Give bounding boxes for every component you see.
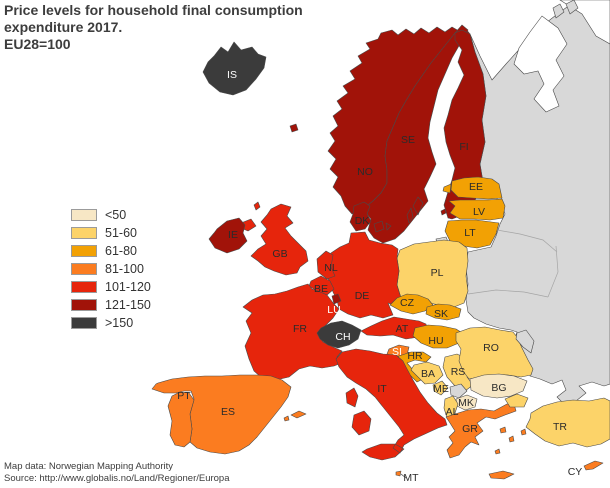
legend-label: >150: [105, 316, 134, 330]
country-label-pt: PT: [177, 390, 191, 402]
legend-swatch: [71, 209, 97, 221]
country-label-ch: CH: [335, 331, 350, 343]
country-ch: [316, 320, 362, 349]
country-ba: [410, 361, 444, 385]
title-line-3: EU28=100: [4, 36, 71, 52]
country-label-fr: FR: [293, 323, 307, 335]
map-attribution: Map data: Norwegian Mapping Authority So…: [4, 461, 230, 485]
legend-label: 81-100: [105, 262, 144, 276]
country-lt: [444, 219, 500, 249]
country-label-cz: CZ: [400, 297, 415, 309]
country-it: [335, 348, 448, 461]
legend-label: 101-120: [105, 280, 151, 294]
nodata-internal-borders: [467, 229, 559, 298]
legend-label: 51-60: [105, 226, 137, 240]
arctic-islands: [552, 0, 579, 19]
country-tr: [504, 393, 610, 448]
attribution-line-1: Map data: Norwegian Mapping Authority: [4, 461, 173, 472]
legend-label: 61-80: [105, 244, 137, 258]
country-mt: [395, 470, 402, 477]
arctic-sea-channel: [559, 0, 610, 45]
country-lv: [448, 198, 506, 221]
malta-leader-line: [400, 473, 407, 479]
country-label-is: IS: [227, 69, 237, 81]
legend-row: >150: [71, 314, 151, 332]
legend-swatch: [71, 299, 97, 311]
country-cy: [583, 460, 604, 471]
country-label-dk: DK: [355, 215, 370, 227]
legend-swatch: [71, 227, 97, 239]
country-dk: [289, 123, 392, 233]
country-kosovo: [449, 383, 468, 399]
country-label-bg: BG: [491, 382, 506, 394]
page-title: Price levels for household final consump…: [4, 2, 364, 53]
country-bg: [469, 373, 528, 399]
legend-swatch: [71, 263, 97, 275]
country-label-sk: SK: [434, 308, 448, 320]
country-label-ba: BA: [421, 368, 435, 380]
country-nl: [316, 250, 336, 280]
legend-row: 121-150: [71, 296, 151, 314]
country-label-it: IT: [377, 383, 387, 395]
legend: <50 51-60 61-80 81-100 101-120 121-150 >…: [71, 206, 151, 332]
country-label-pl: PL: [431, 267, 444, 279]
country-label-se: SE: [401, 134, 415, 146]
country-label-nl: NL: [324, 262, 338, 274]
country-label-ie: IE: [228, 229, 238, 241]
country-is: [202, 41, 267, 96]
legend-row: <50: [71, 206, 151, 224]
legend-swatch: [71, 317, 97, 329]
country-ro: [455, 326, 534, 380]
country-label-si: SI: [392, 346, 402, 358]
title-line-1: Price levels for household final consump…: [4, 2, 303, 18]
country-label-me: ME: [433, 383, 449, 395]
legend-row: 51-60: [71, 224, 151, 242]
country-label-mk: MK: [458, 397, 474, 409]
country-se: [362, 24, 469, 244]
country-label-gb: GB: [272, 248, 287, 260]
country-label-hr: HR: [407, 350, 423, 362]
legend-row: 81-100: [71, 260, 151, 278]
country-label-es: ES: [221, 406, 235, 418]
country-label-de: DE: [355, 290, 370, 302]
country-label-al: AL: [446, 406, 459, 418]
legend-row: 61-80: [71, 242, 151, 260]
white-sea: [513, 15, 568, 113]
country-label-no: NO: [357, 166, 373, 178]
country-label-ee: EE: [469, 181, 483, 193]
country-label-tr: TR: [553, 421, 567, 433]
country-es: [151, 374, 307, 455]
country-gr: [445, 403, 527, 480]
country-label-ro: RO: [483, 342, 499, 354]
country-label-lu: LU: [327, 304, 340, 316]
country-lu: [331, 293, 342, 305]
country-label-lt: LT: [464, 227, 476, 239]
legend-swatch: [71, 281, 97, 293]
country-label-be: BE: [314, 283, 328, 295]
country-ie: [208, 217, 248, 254]
country-label-cy: CY: [568, 466, 583, 478]
country-label-fi: FI: [459, 141, 468, 153]
legend-row: 101-120: [71, 278, 151, 296]
country-me: [432, 380, 449, 396]
country-label-at: AT: [396, 323, 409, 335]
country-label-lv: LV: [473, 206, 485, 218]
title-line-2: expenditure 2017.: [4, 19, 123, 35]
country-ee: [442, 176, 503, 200]
country-label-hu: HU: [428, 335, 443, 347]
attribution-line-2: Source: http://www.globalis.no/Land/Regi…: [4, 473, 230, 484]
legend-swatch: [71, 245, 97, 257]
country-pt: [167, 391, 195, 448]
legend-label: <50: [105, 208, 127, 222]
country-labels-layer: IS NO SE FI DK EE LV LT IE GB NL BE LU DE FR CH PL CZ SK AT…: [177, 69, 582, 484]
country-sk: [425, 303, 462, 321]
country-md: [515, 329, 535, 354]
country-label-mt: MT: [403, 472, 419, 484]
country-label-gr: GR: [462, 423, 478, 435]
country-label-rs: RS: [451, 366, 466, 378]
legend-label: 121-150: [105, 298, 151, 312]
country-cz: [389, 293, 434, 315]
